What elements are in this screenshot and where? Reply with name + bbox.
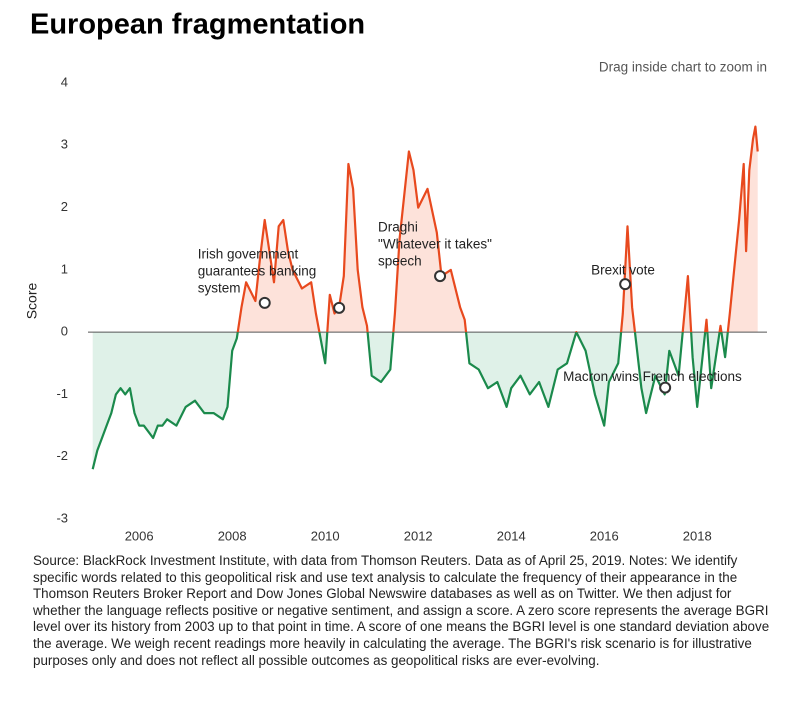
x-tick-label: 2014 [497,528,526,543]
annotation-label: Draghi [378,220,418,235]
chart: European fragmentation Drag inside chart… [24,9,767,543]
line [91,332,729,470]
area-negative [92,332,758,470]
source-note: Source: BlackRock Investment Institute, … [33,553,770,668]
x-tick-label: 2008 [218,528,247,543]
chart-title: European fragmentation [30,9,365,41]
x-tick-label: 2010 [311,528,340,543]
annotation-marker [619,278,632,291]
x-tick-label: 2018 [683,528,712,543]
annotation-marker [258,296,271,309]
annotation-label: Irish government [198,246,299,261]
y-tick-label: 2 [61,199,68,214]
x-tick-label: 2016 [590,528,619,543]
annotation-label: "Whatever it takes" [378,237,492,252]
x-tick-label: 2006 [125,528,154,543]
y-tick-label: -1 [56,386,68,401]
annotation-marker [434,270,447,283]
y-tick-label: 0 [61,324,68,339]
annotation-marker [333,301,346,314]
y-axis-label: Score [24,283,40,320]
annotation-label: speech [378,254,422,269]
annotation-label: Brexit vote [591,263,655,278]
line-positive [236,125,759,333]
annotation-label: system [198,280,241,295]
annotation-label: guarantees banking [198,263,317,278]
annotation-marker [659,381,672,394]
y-tick-label: 3 [61,137,68,152]
zoom-hint: Drag inside chart to zoom in [599,60,767,75]
annotation-label: Macron wins French elections [563,369,742,384]
y-tick-label: -2 [56,448,68,463]
y-tick-label: -3 [56,510,68,525]
x-tick-label: 2012 [404,528,433,543]
y-tick-label: 1 [61,261,68,276]
area-positive [237,126,758,333]
y-tick-label: 4 [61,74,68,89]
